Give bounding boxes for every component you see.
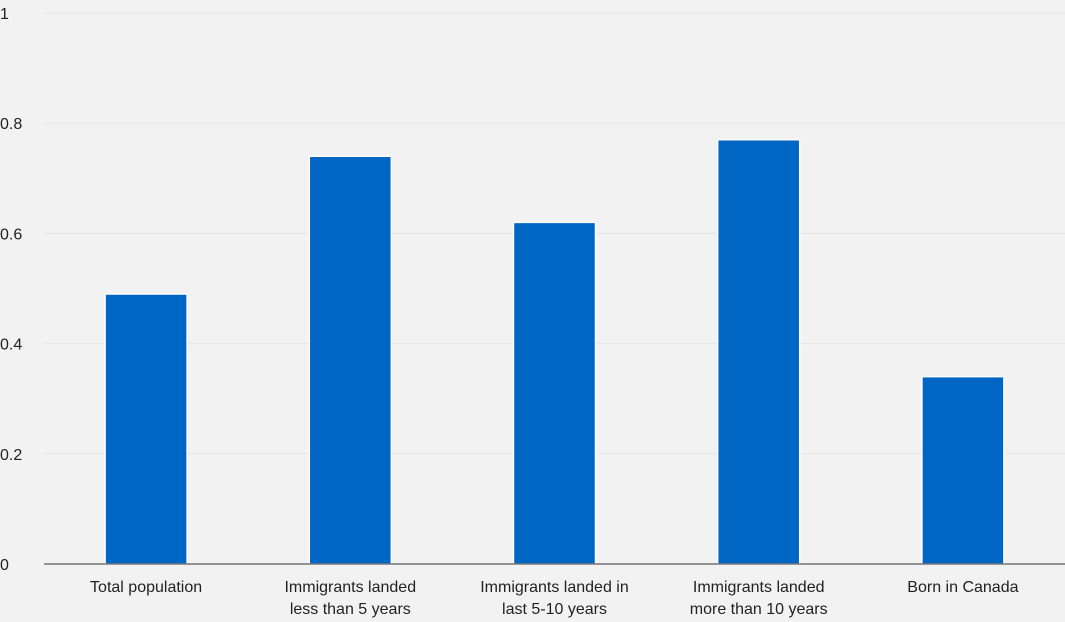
x-category-label-line: Immigrants landed in (480, 579, 629, 596)
x-category-label: Born in Canada (907, 579, 1018, 596)
x-category-label-line: Immigrants landed (284, 579, 416, 596)
bar (716, 138, 801, 565)
bars (104, 138, 1005, 565)
x-category-label: Immigrants landed more than 10 years (690, 579, 828, 618)
x-category-label-line: Born in Canada (907, 579, 1018, 596)
y-tick-label: 0.4 (0, 337, 22, 354)
y-tick-label: 0 (0, 557, 9, 574)
bar (104, 293, 188, 565)
x-category-label-line: less than 5 years (290, 601, 411, 618)
y-axis-tick-labels: 0 0.2 0.4 0.6 0.8 1 (0, 6, 22, 574)
x-category-label: Total population (90, 579, 202, 596)
x-category-label-line: last 5-10 years (502, 601, 607, 618)
y-tick-label: 0.2 (0, 447, 22, 464)
bar (308, 155, 393, 565)
x-category-label-line: Total population (90, 579, 202, 596)
x-category-label: Immigrants landed less than 5 years (284, 579, 416, 618)
x-axis-category-labels: Total population Immigrants landed less th… (90, 579, 1019, 618)
x-category-label-line: more than 10 years (690, 601, 828, 618)
x-category-label: Immigrants landed in last 5-10 years (480, 579, 629, 618)
bar (921, 375, 1005, 565)
y-tick-label: 0.6 (0, 226, 22, 243)
bar (512, 221, 597, 565)
y-tick-label: 0.8 (0, 116, 22, 133)
y-tick-label: 1 (0, 6, 9, 23)
x-category-label-line: Immigrants landed (693, 579, 825, 596)
